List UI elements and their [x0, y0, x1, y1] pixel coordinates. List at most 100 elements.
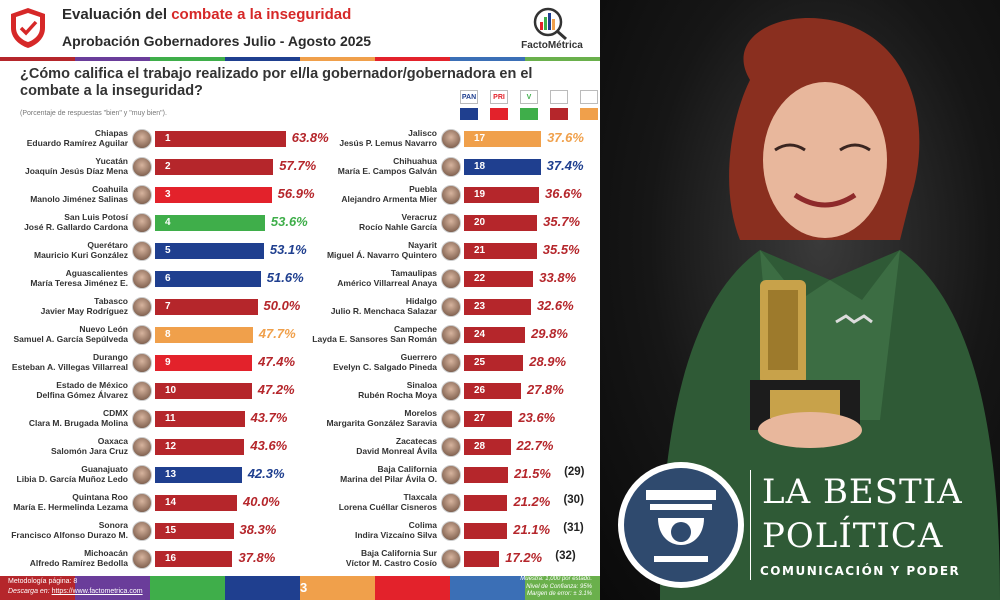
- stripe-segment: [525, 576, 600, 600]
- bar: 4: [155, 215, 265, 231]
- bar: 18: [464, 159, 541, 175]
- stripe-segment: [300, 576, 375, 600]
- ranking-row: Tamaulipas Américo Villarreal Anaya 22 33.8…: [295, 267, 595, 291]
- ranking-row: Yucatán Joaquín Jesús Díaz Mena 2 57.7%: [0, 155, 316, 179]
- governor-label: José R. Gallardo Cardona: [24, 222, 128, 232]
- brand-line-1: LA BESTIA: [762, 472, 963, 512]
- value-label: 17.2%: [505, 550, 543, 565]
- state-label: Zacatecas: [395, 436, 437, 446]
- ranking-row: Chihuahua María E. Campos Galván 18 37.4%: [295, 155, 595, 179]
- state-label: San Luis Potosí: [64, 212, 128, 222]
- woman-with-trophy-illustration: [660, 18, 1000, 600]
- stripe-segment: [150, 57, 225, 61]
- bar: 6: [155, 271, 261, 287]
- ranking-row: Coahuila Manolo Jiménez Salinas 3 56.9%: [0, 183, 315, 207]
- ranking-row: Zacatecas David Monreal Ávila 28 22.7%: [295, 435, 595, 459]
- color-stripe-bottom: [0, 576, 600, 600]
- governor-label: Libia D. García Muñoz Ledo: [16, 474, 128, 484]
- governor-avatar: [132, 325, 152, 345]
- stripe-segment: [150, 576, 225, 600]
- governor-avatar: [132, 381, 152, 401]
- governor-label: Esteban A. Villegas Villarreal: [11, 362, 128, 372]
- value-label: 47.2%: [257, 382, 295, 397]
- legend-swatch: [490, 108, 508, 120]
- value-label: 57.7%: [279, 158, 317, 173]
- governor-avatar: [441, 213, 461, 233]
- bar: 12: [155, 439, 245, 455]
- stripe-segment: [225, 57, 300, 61]
- governor-label: Margarita González Saravia: [326, 418, 437, 428]
- governor-avatar: [441, 493, 461, 513]
- ranking-row: Jalisco Jesús P. Lemus Navarro 17 37.6%: [295, 127, 595, 151]
- value-label: 22.7%: [516, 438, 554, 453]
- governor-label: Layda E. Sansores San Román: [312, 334, 437, 344]
- governor-avatar: [441, 381, 461, 401]
- state-label: Chiapas: [94, 128, 128, 138]
- governor-label: María E. Campos Galván: [337, 166, 437, 176]
- bar: 10: [155, 383, 252, 399]
- value-label: 63.8%: [291, 130, 329, 145]
- page-subtitle: Aprobación Gobernadores Julio - Agosto 2…: [62, 33, 372, 49]
- brand-line-2: POLÍTICA: [762, 516, 944, 556]
- footer-right: Muestra: 1,000 por estado. Nivel de Conf…: [470, 576, 592, 599]
- governor-avatar: [441, 409, 461, 429]
- value-label: 35.5%: [542, 242, 580, 257]
- governor-label: Clara M. Brugada Molina: [28, 418, 128, 428]
- download-note: Descarga en: https://www.factometrica.co…: [8, 588, 143, 595]
- stripe-segment: [375, 57, 450, 61]
- legend-swatch: [550, 108, 568, 120]
- brand-name: FactoMétrica: [521, 40, 583, 51]
- value-label: 53.6%: [270, 214, 308, 229]
- color-stripe-top: [0, 57, 600, 61]
- governor-label: Rocío Nahle García: [359, 222, 437, 232]
- state-label: Yucatán: [95, 156, 128, 166]
- download-link[interactable]: https://www.factometrica.com: [51, 588, 143, 595]
- governor-label: Víctor M. Castro Cosío: [345, 558, 437, 568]
- bar: 16: [155, 551, 233, 567]
- governor-avatar: [132, 521, 152, 541]
- value-label: 29.8%: [531, 326, 568, 341]
- bar: 11: [155, 411, 245, 427]
- stripe-segment: [525, 57, 600, 61]
- state-label: Colima: [408, 520, 437, 530]
- bar: 9: [155, 355, 253, 371]
- page-number: 3: [300, 580, 308, 595]
- ranking-row: Guanajuato Libia D. García Muñoz Ledo 13 42…: [0, 463, 300, 487]
- ranking-row: Estado de México Delfina Gómez Álvarez 10 4…: [0, 379, 300, 403]
- ranking-row: Puebla Alejandro Armenta Mier 19 36.6%: [295, 183, 595, 207]
- state-label: Aguascalientes: [65, 268, 128, 278]
- value-label: 42.3%: [247, 466, 285, 481]
- bar: 27: [464, 411, 513, 427]
- state-label: Baja California: [377, 464, 437, 474]
- value-label: 47.4%: [258, 354, 296, 369]
- value-label: 40.0%: [243, 494, 280, 509]
- state-label: Coahuila: [92, 184, 128, 194]
- rank-label: (30): [563, 494, 584, 506]
- brand-line-3: COMUNICACIÓN Y PODER: [760, 564, 961, 578]
- state-label: Puebla: [409, 184, 437, 194]
- shield-check-icon: [11, 8, 45, 48]
- legend-morena: [550, 90, 568, 120]
- governor-avatar: [441, 157, 461, 177]
- bar: 24: [464, 327, 526, 343]
- value-label: 21.1%: [513, 522, 551, 537]
- legend-pvem: V: [520, 90, 538, 120]
- bar: 25: [464, 355, 524, 371]
- ranking-row: Durango Esteban A. Villegas Villarreal 9 47…: [0, 351, 300, 375]
- state-label: Durango: [93, 352, 128, 362]
- governor-label: Delfina Gómez Álvarez: [36, 390, 128, 400]
- governor-avatar: [132, 269, 152, 289]
- governor-avatar: [441, 185, 461, 205]
- governor-avatar: [132, 353, 152, 373]
- governor-label: Mauricio Kuri González: [34, 250, 128, 260]
- page-title: Evaluación del combate a la inseguridad: [62, 6, 352, 23]
- ranking-row: Nuevo León Samuel A. García Sepúlveda 8 47.…: [0, 323, 300, 347]
- governor-avatar: [132, 297, 152, 317]
- factometrica-logo: FactoMétrica: [510, 6, 594, 54]
- governor-avatar: [441, 465, 461, 485]
- state-label: Estado de México: [56, 380, 128, 390]
- governor-avatar: [441, 437, 461, 457]
- bar: 28: [464, 439, 511, 455]
- stripe-segment: [450, 57, 525, 61]
- margin-note: Margen de error: ± 3.1%: [527, 591, 592, 597]
